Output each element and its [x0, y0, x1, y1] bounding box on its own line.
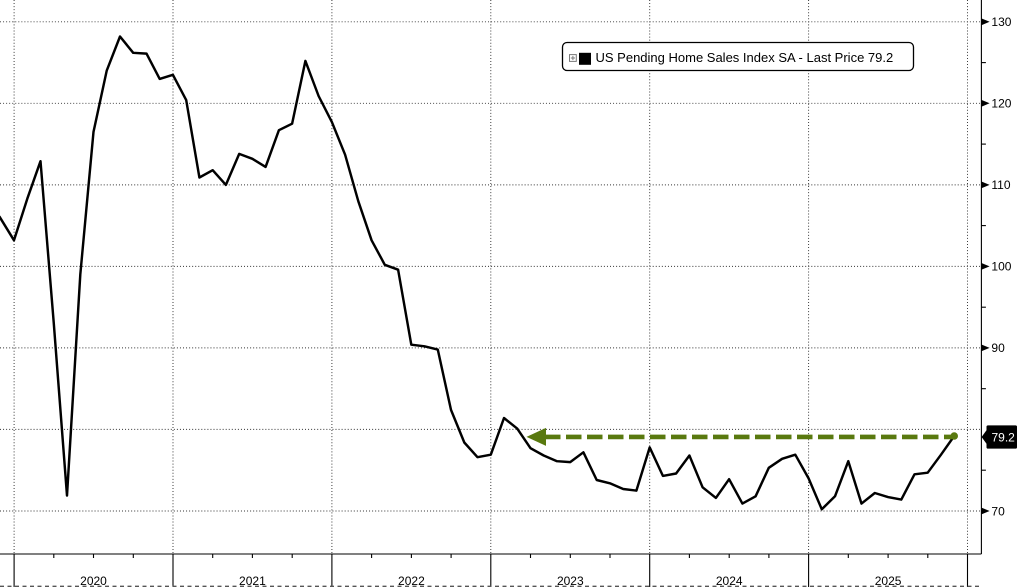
svg-text:120: 120 [991, 97, 1011, 111]
svg-text:110: 110 [991, 178, 1010, 192]
svg-text:2021: 2021 [239, 574, 266, 587]
svg-text:130: 130 [991, 15, 1011, 29]
svg-text:2024: 2024 [716, 574, 743, 587]
svg-text:2020: 2020 [80, 574, 107, 587]
svg-text:2025: 2025 [875, 574, 902, 587]
svg-text:2023: 2023 [557, 574, 584, 587]
svg-text:70: 70 [991, 504, 1005, 518]
svg-text:2022: 2022 [398, 574, 425, 587]
svg-text:90: 90 [991, 341, 1005, 355]
svg-text:100: 100 [991, 260, 1011, 274]
svg-text:79.2: 79.2 [992, 430, 1016, 444]
svg-text:US Pending Home Sales Index SA: US Pending Home Sales Index SA - Last Pr… [596, 50, 894, 65]
